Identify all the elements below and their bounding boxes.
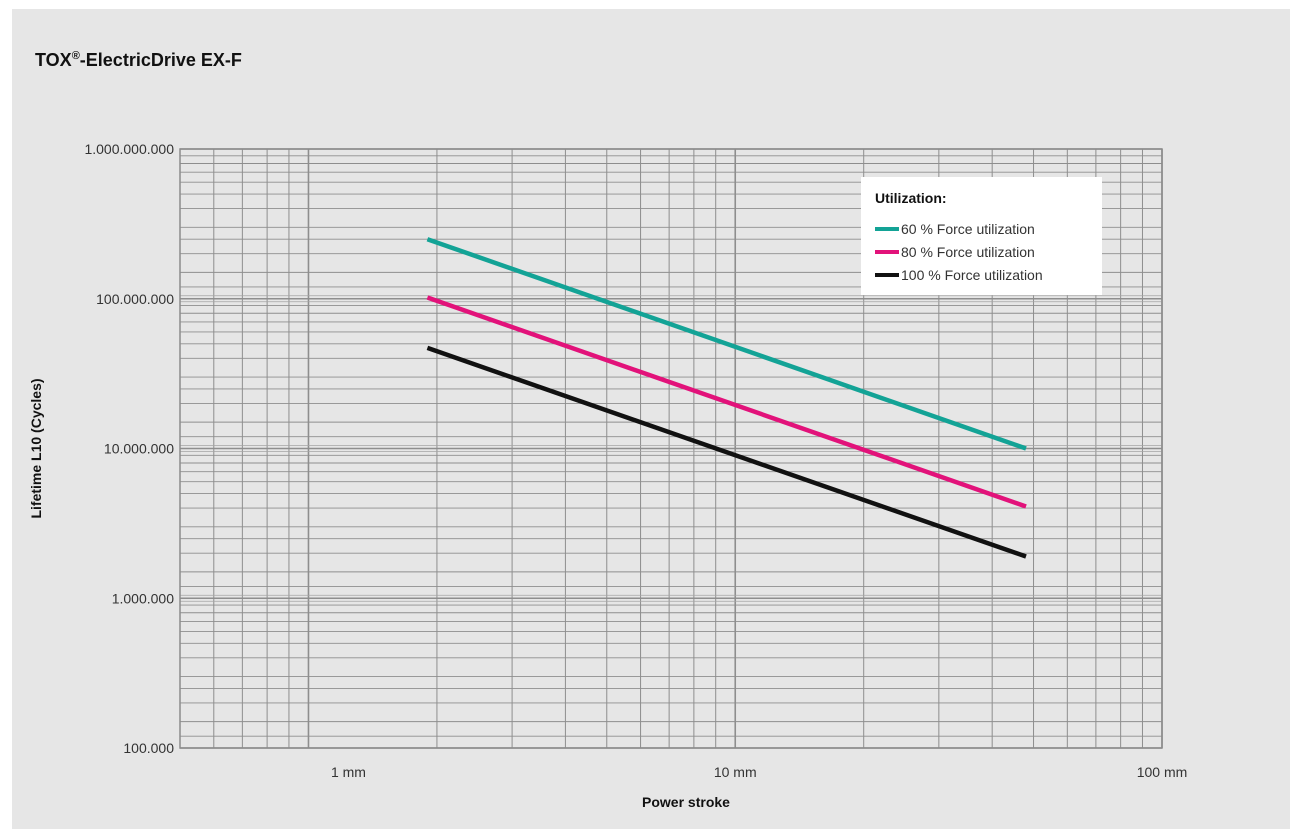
chart-title-prefix: TOX [35, 50, 72, 70]
y-tick-label: 1.000.000 [112, 590, 174, 606]
chart-title-suffix: -ElectricDrive EX-F [79, 50, 242, 70]
y-axis-label: Lifetime L10 (Cycles) [28, 378, 44, 518]
y-tick-label: 100.000.000 [96, 291, 174, 307]
chart-panel [12, 9, 1290, 829]
series-line [426, 345, 1027, 559]
y-tick-label: 100.000 [123, 740, 174, 756]
series-lines [426, 237, 1027, 559]
legend: Utilization: 60 % Force utilization 80 %… [861, 177, 1102, 295]
x-ticks: 1 mm 10 mm 100 mm [331, 764, 1187, 780]
legend-entry-label: 80 % Force utilization [901, 244, 1035, 260]
legend-entry-label: 100 % Force utilization [901, 267, 1043, 283]
y-ticks: 1.000.000.000 100.000.000 10.000.000 1.000.… [84, 141, 174, 756]
chart-title: TOX®-ElectricDrive EX-F [35, 50, 242, 71]
legend-entry-label: 60 % Force utilization [901, 221, 1035, 237]
legend-box [861, 177, 1102, 295]
plot-frame [179, 148, 1163, 749]
registered-mark: ® [71, 50, 80, 62]
x-tick-label: 100 mm [1137, 764, 1188, 780]
y-tick-label: 1.000.000.000 [84, 141, 174, 157]
x-axis-label: Power stroke [642, 794, 730, 810]
series-line [426, 237, 1027, 451]
legend-title: Utilization: [875, 190, 947, 206]
series-line [426, 295, 1027, 509]
x-tick-label: 1 mm [331, 764, 366, 780]
y-tick-label: 10.000.000 [104, 441, 174, 457]
x-tick-label: 10 mm [714, 764, 757, 780]
legend-items: 60 % Force utilization 80 % Force utiliz… [875, 221, 1043, 283]
